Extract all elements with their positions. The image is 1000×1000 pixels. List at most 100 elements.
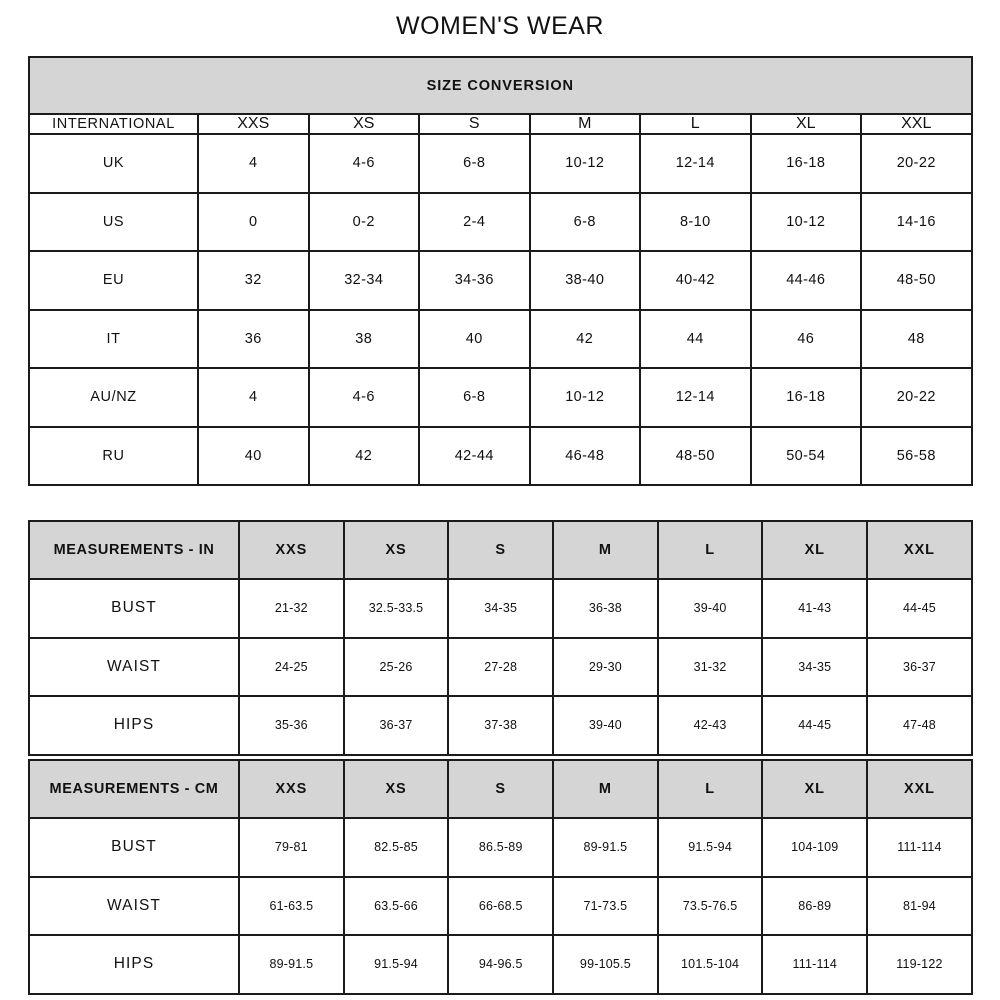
column-header-size: XXS: [197, 113, 310, 135]
table-cell: 82.5-85: [342, 817, 450, 878]
table-cell: 34-35: [761, 636, 869, 697]
measurements-cm-table: MEASUREMENTS - CM XXS XS S M L XL XXL BU…: [28, 759, 973, 995]
table-cell: 86-89: [761, 875, 869, 936]
table-cell: 46-48: [528, 425, 641, 486]
column-header-measurements-cm: MEASUREMENTS - CM: [28, 759, 240, 819]
table-cell: 66-68.5: [447, 875, 555, 936]
column-header-size: XL: [761, 759, 869, 819]
table-cell: 79-81: [238, 817, 345, 878]
table-cell: 4: [197, 367, 310, 428]
column-header-size: XS: [342, 520, 450, 580]
table-cell: 111-114: [866, 817, 973, 878]
table-cell: 38: [307, 308, 420, 369]
column-header-size: S: [447, 520, 555, 580]
table-cell: 4-6: [307, 367, 420, 428]
table-cell: 6-8: [528, 191, 641, 252]
table-cell: 35-36: [238, 695, 345, 756]
table-cell: 81-94: [866, 875, 973, 936]
column-header-size: XXL: [860, 113, 973, 135]
table-cell: 36-38: [552, 578, 659, 639]
table-banner-row: SIZE CONVERSION: [28, 56, 973, 115]
column-header-size: XXL: [866, 759, 973, 819]
table-cell: 14-16: [860, 191, 973, 252]
table-row: HIPS 89-91.5 91.5-94 94-96.5 99-105.5 10…: [28, 934, 973, 995]
table-row: UK 4 4-6 6-8 10-12 12-14 16-18 20-22: [28, 133, 973, 194]
column-header-size: S: [447, 759, 555, 819]
table-cell: 40: [197, 425, 310, 486]
column-header-size: XS: [307, 113, 420, 135]
column-header-size: L: [656, 520, 764, 580]
row-label: EU: [28, 250, 199, 311]
table-cell: 40-42: [639, 250, 752, 311]
table-row: WAIST 24-25 25-26 27-28 29-30 31-32 34-3…: [28, 636, 973, 697]
table-cell: 38-40: [528, 250, 641, 311]
table-cell: 73.5-76.5: [656, 875, 764, 936]
table-cell: 47-48: [866, 695, 973, 756]
column-header-size: XL: [761, 520, 869, 580]
table-cell: 40: [418, 308, 531, 369]
table-cell: 4: [197, 133, 310, 194]
table-cell: 27-28: [447, 636, 555, 697]
table-cell: 42-44: [418, 425, 531, 486]
table-cell: 44-45: [761, 695, 869, 756]
table-cell: 6-8: [418, 133, 531, 194]
table-cell: 36-37: [866, 636, 973, 697]
table-cell: 42-43: [656, 695, 764, 756]
table-cell: 50-54: [749, 425, 862, 486]
row-label: WAIST: [28, 636, 240, 697]
table-cell: 86.5-89: [447, 817, 555, 878]
table-row: HIPS 35-36 36-37 37-38 39-40 42-43 44-45…: [28, 695, 973, 756]
table-cell: 29-30: [552, 636, 659, 697]
table-cell: 10-12: [528, 133, 641, 194]
column-header-size: M: [552, 520, 659, 580]
table-cell: 91.5-94: [342, 934, 450, 995]
table-cell: 46: [749, 308, 862, 369]
table-cell: 48-50: [639, 425, 752, 486]
table-header-row: INTERNATIONAL XXS XS S M L XL XXL: [28, 113, 973, 135]
row-label: HIPS: [28, 695, 240, 756]
column-header-international: INTERNATIONAL: [28, 113, 199, 135]
table-cell: 89-91.5: [552, 817, 659, 878]
table-row: BUST 79-81 82.5-85 86.5-89 89-91.5 91.5-…: [28, 817, 973, 878]
measurements-in-table: MEASUREMENTS - IN XXS XS S M L XL XXL BU…: [28, 520, 973, 756]
column-header-size: M: [528, 113, 641, 135]
size-conversion-banner: SIZE CONVERSION: [28, 56, 973, 115]
table-header-row: MEASUREMENTS - IN XXS XS S M L XL XXL: [28, 520, 973, 580]
table-cell: 2-4: [418, 191, 531, 252]
column-header-size: XS: [342, 759, 450, 819]
table-cell: 20-22: [860, 367, 973, 428]
table-cell: 56-58: [860, 425, 973, 486]
column-header-size: M: [552, 759, 659, 819]
column-header-measurements-in: MEASUREMENTS - IN: [28, 520, 240, 580]
table-row: RU 40 42 42-44 46-48 48-50 50-54 56-58: [28, 425, 973, 486]
table-cell: 12-14: [639, 133, 752, 194]
row-label: US: [28, 191, 199, 252]
table-cell: 21-32: [238, 578, 345, 639]
row-label: UK: [28, 133, 199, 194]
table-cell: 41-43: [761, 578, 869, 639]
table-cell: 34-36: [418, 250, 531, 311]
column-header-size: L: [639, 113, 752, 135]
table-cell: 8-10: [639, 191, 752, 252]
table-cell: 36-37: [342, 695, 450, 756]
row-label: IT: [28, 308, 199, 369]
row-label: WAIST: [28, 875, 240, 936]
table-cell: 16-18: [749, 133, 862, 194]
column-header-size: L: [656, 759, 764, 819]
column-header-size: XXS: [238, 520, 345, 580]
table-row: AU/NZ 4 4-6 6-8 10-12 12-14 16-18 20-22: [28, 367, 973, 428]
column-header-size: XXS: [238, 759, 345, 819]
table-cell: 99-105.5: [552, 934, 659, 995]
table-cell: 0: [197, 191, 310, 252]
table-cell: 31-32: [656, 636, 764, 697]
table-cell: 39-40: [552, 695, 659, 756]
table-row: WAIST 61-63.5 63.5-66 66-68.5 71-73.5 73…: [28, 875, 973, 936]
column-header-size: XXL: [866, 520, 973, 580]
size-conversion-table: SIZE CONVERSION INTERNATIONAL XXS XS S M…: [28, 56, 973, 486]
table-cell: 42: [307, 425, 420, 486]
table-cell: 12-14: [639, 367, 752, 428]
table-cell: 89-91.5: [238, 934, 345, 995]
table-cell: 71-73.5: [552, 875, 659, 936]
page-title: WOMEN'S WEAR: [396, 12, 604, 40]
